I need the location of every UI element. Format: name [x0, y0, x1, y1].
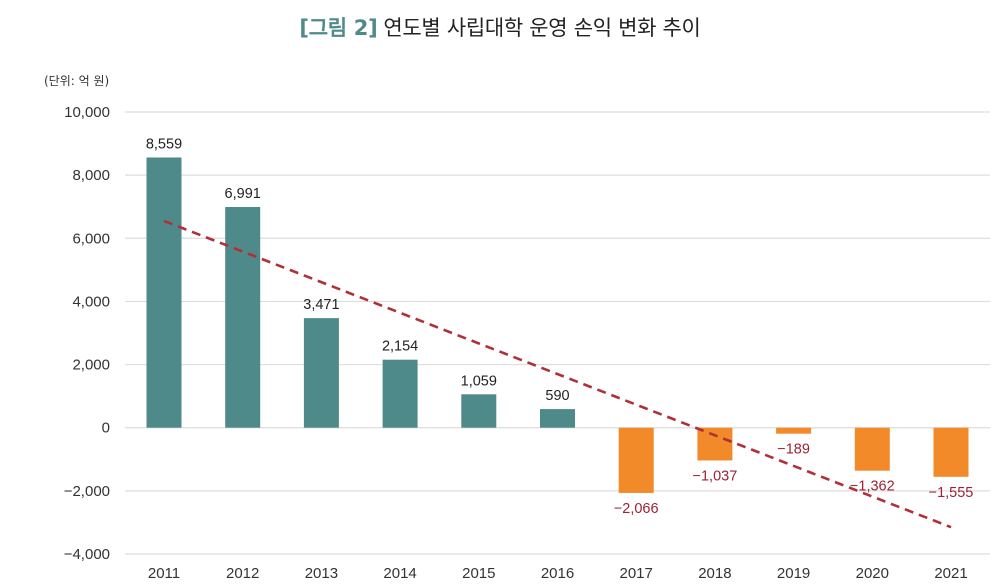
y-tick-label: 8,000 [72, 167, 110, 184]
y-tick-label: −2,000 [64, 483, 110, 500]
data-label: 3,471 [303, 297, 339, 313]
data-label: 590 [545, 388, 569, 404]
bar [854, 427, 890, 471]
x-tick-label: 2018 [698, 565, 731, 582]
y-tick-label: 10,000 [64, 104, 110, 121]
bar [540, 409, 575, 428]
figure-number: [그림 2] [299, 16, 378, 40]
bar [382, 359, 418, 428]
y-tick-label: 4,000 [72, 293, 110, 310]
bar [697, 427, 733, 461]
data-label: 2,154 [382, 339, 418, 355]
x-tick-label: 2014 [383, 565, 416, 582]
y-tick-label: 6,000 [72, 230, 110, 247]
x-tick-label: 2021 [934, 565, 967, 582]
title-text: 연도별 사립대학 운영 손익 변화 추이 [383, 16, 701, 40]
x-tick-label: 2013 [305, 565, 338, 582]
x-tick-label: 2016 [541, 565, 574, 582]
data-label: −1,037 [693, 468, 738, 484]
bar [146, 157, 182, 428]
bar [776, 427, 812, 434]
x-tick-label: 2019 [777, 565, 810, 582]
bar [933, 427, 969, 477]
data-label: −189 [777, 442, 810, 458]
x-tick-label: 2017 [620, 565, 653, 582]
y-axis: 10,000 8,000 6,000 4,000 2,000 0 −2,000 −4,000 [64, 104, 110, 563]
data-label: 8,559 [146, 136, 182, 152]
data-label: −1,555 [929, 485, 974, 501]
y-tick-label: 2,000 [72, 357, 110, 374]
data-label: −1,362 [850, 479, 895, 495]
x-tick-label: 2011 [148, 565, 180, 582]
data-labels: 8,559 6,991 3,471 2,154 1,059 590 −2,066 −1,037… [146, 136, 974, 516]
x-tick-label: 2012 [226, 565, 259, 582]
data-label: 1,059 [461, 373, 497, 389]
y-tick-label: −4,000 [64, 546, 110, 563]
x-axis: 2011 2012 2013 2014 2015 2016 2017 2018 2019 2020… [148, 565, 968, 582]
bar [618, 427, 654, 493]
bar [225, 206, 261, 428]
unit-label: (단위: 억 원) [44, 74, 110, 88]
bar [461, 394, 497, 428]
chart-title: [그림 2] 연도별 사립대학 운영 손익 변화 추이 [0, 12, 1000, 42]
x-tick-label: 2020 [856, 565, 889, 582]
trendline [163, 219, 952, 529]
gridlines [125, 111, 990, 555]
x-tick-label: 2015 [462, 565, 495, 582]
bars [146, 157, 969, 493]
data-label: −2,066 [614, 501, 659, 517]
trendline-group [163, 219, 952, 529]
data-label: 6,991 [225, 186, 261, 202]
bar [303, 318, 339, 428]
y-tick-label: 0 [102, 420, 110, 437]
